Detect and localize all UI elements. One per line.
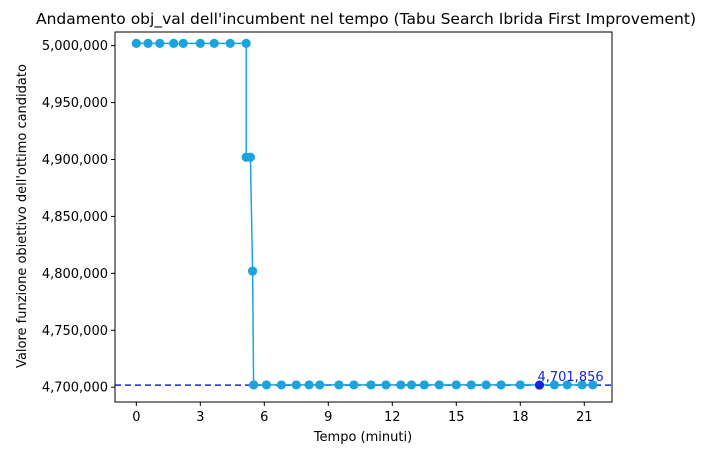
data-point (261, 380, 272, 390)
data-point (515, 380, 525, 390)
data-point (577, 380, 587, 390)
data-point (549, 380, 560, 390)
data-point (291, 380, 301, 390)
data-point (304, 380, 314, 390)
x-tick-label: 21 (576, 410, 593, 425)
data-point (366, 380, 376, 390)
data-point (276, 380, 286, 390)
x-tick-label: 18 (512, 410, 529, 425)
data-point (481, 380, 491, 390)
series-line (136, 42, 593, 386)
data-point (334, 380, 344, 390)
data-point (155, 38, 165, 48)
y-tick-label: 4,950,000 (42, 96, 108, 111)
best-value-annotation: 4,701,856 (537, 370, 603, 385)
x-tick-label: 6 (260, 410, 268, 425)
data-point (396, 380, 406, 390)
data-point (315, 380, 325, 390)
x-tick-label: 3 (196, 410, 204, 425)
x-axis-label: Tempo (minuti) (313, 430, 412, 445)
x-axis: 0 3 6 9 12 15 18 21 (132, 402, 593, 425)
data-point (245, 152, 256, 162)
data-point (195, 38, 205, 48)
y-axis-label: Valore funzione obiettivo dell'ottimo ca… (15, 64, 30, 368)
data-point (178, 38, 188, 48)
data-point (131, 38, 141, 48)
data-point (562, 380, 572, 390)
data-point (466, 380, 476, 390)
data-point (434, 380, 444, 390)
data-point (419, 380, 429, 390)
y-tick-label: 5,000,000 (42, 39, 108, 54)
x-tick-label: 15 (448, 410, 465, 425)
chart-title: Andamento obj_val dell'incumbent nel tem… (36, 10, 696, 29)
y-tick-label: 4,700,000 (42, 381, 108, 396)
data-point (169, 38, 179, 48)
plot-area (115, 38, 612, 390)
y-tick-label: 4,850,000 (42, 210, 108, 225)
data-point (406, 380, 417, 390)
y-tick-label: 4,800,000 (42, 267, 108, 282)
x-tick-label: 12 (384, 410, 401, 425)
data-point (143, 38, 153, 48)
data-point (381, 380, 391, 390)
data-point (349, 380, 359, 390)
x-tick-label: 0 (132, 410, 140, 425)
y-tick-label: 4,750,000 (42, 324, 108, 339)
plot-frame (114, 31, 613, 403)
data-point (241, 38, 251, 48)
y-axis: 4,700,000 4,750,000 4,800,000 4,850,000 4,90… (42, 39, 115, 396)
best-point (534, 380, 545, 390)
x-tick-label: 9 (324, 410, 332, 425)
data-point (588, 380, 598, 390)
data-point (249, 380, 259, 390)
y-tick-label: 4,900,000 (42, 153, 108, 168)
data-point (451, 380, 461, 390)
data-point (225, 38, 235, 48)
data-point (496, 380, 506, 390)
data-point (209, 38, 219, 48)
data-point (247, 266, 258, 276)
